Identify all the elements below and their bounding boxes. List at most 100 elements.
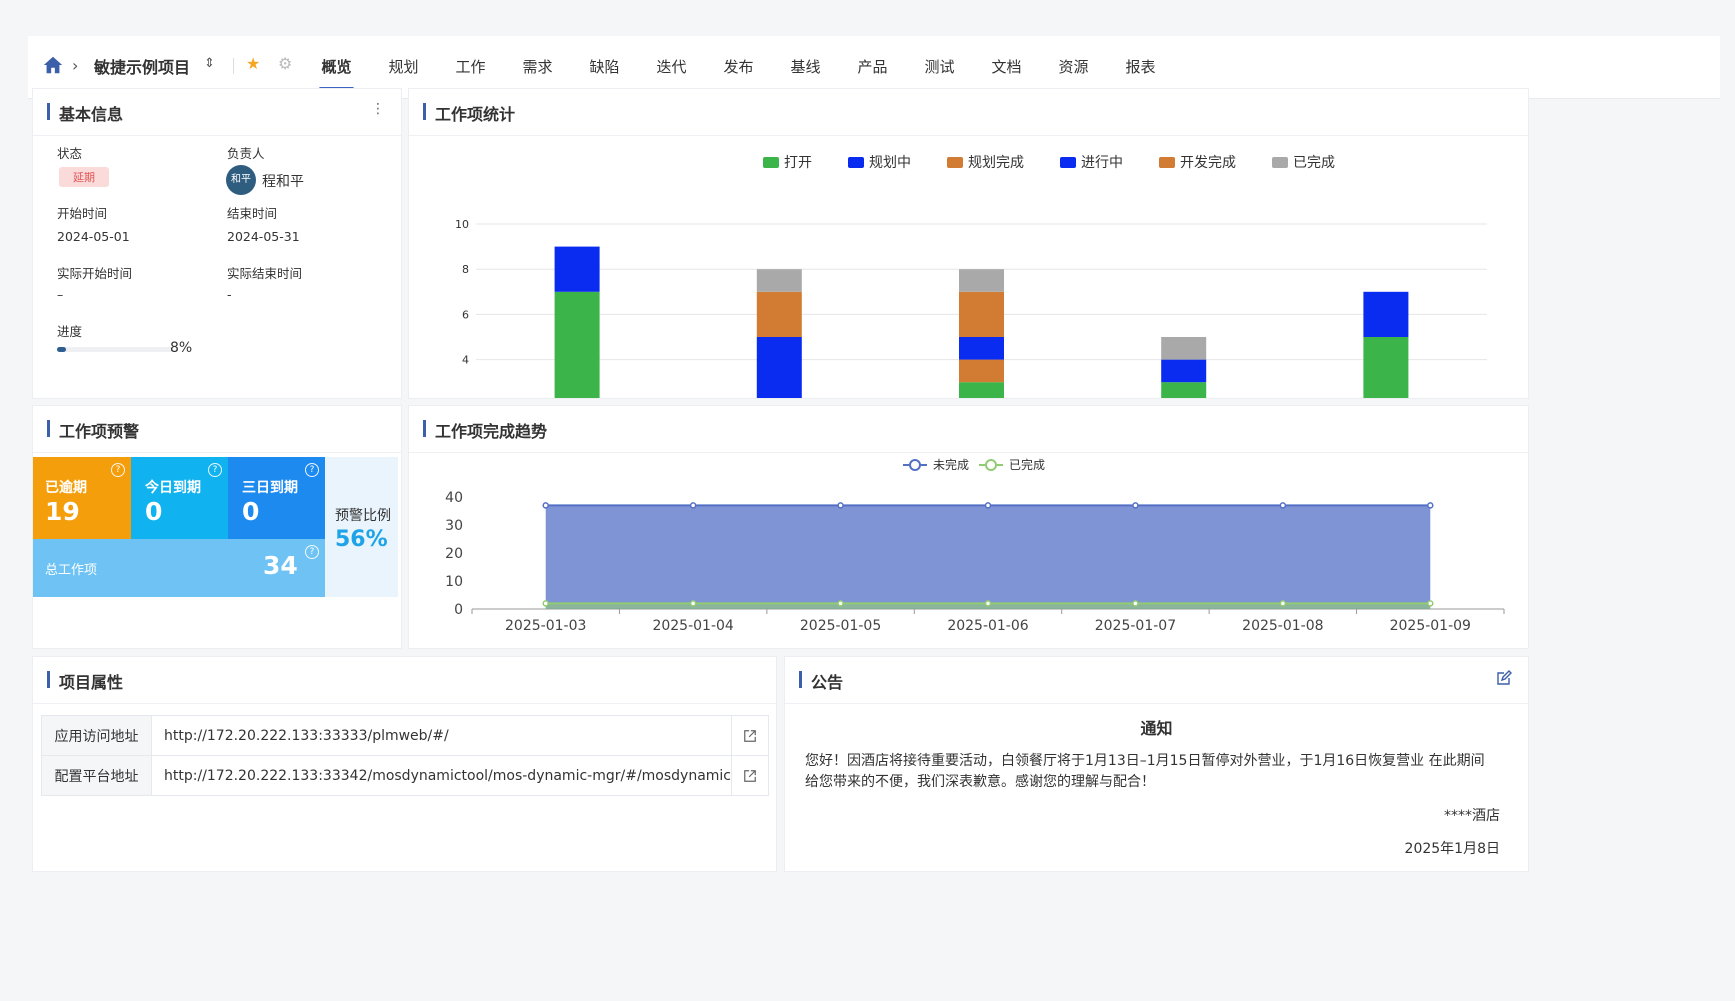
tab-11[interactable]: 资源 xyxy=(1058,58,1089,76)
legend-label: 规划完成 xyxy=(968,155,1024,171)
card-header: 工作项统计 xyxy=(409,89,1528,136)
edit-icon[interactable] xyxy=(1496,670,1512,686)
progress-bar xyxy=(57,347,173,352)
legend-item-3: 进行中 xyxy=(1060,155,1123,171)
total-workitems-tile[interactable]: 总工作项 34 ? xyxy=(33,539,325,597)
attribute-value[interactable]: http://172.20.222.133:33342/mosdynamicto… xyxy=(151,755,732,796)
tab-4[interactable]: 缺陷 xyxy=(589,58,620,76)
card-title: 工作项完成趋势 xyxy=(422,418,547,442)
tab-12[interactable]: 报表 xyxy=(1125,58,1156,76)
warning-ratio-value: 56% xyxy=(335,527,388,552)
start-time-value: 2024-05-01 xyxy=(57,229,130,244)
due-today-tile[interactable]: 今日到期 0 ? xyxy=(131,457,228,539)
legend-swatch xyxy=(848,157,864,168)
bar-3-0 xyxy=(1161,382,1207,398)
overdue-label: 已逾期 xyxy=(45,480,87,496)
legend-label: 规划中 xyxy=(869,155,911,171)
gear-icon[interactable]: ⚙ xyxy=(278,54,293,73)
total-workitems-label: 总工作项 xyxy=(45,563,98,578)
x-tick-label: 2025-01-08 xyxy=(1242,618,1323,634)
legend-swatch xyxy=(1272,157,1288,168)
bar-3-5 xyxy=(1161,337,1207,360)
end-time-value: 2024-05-31 xyxy=(227,229,300,244)
attributes-table: 应用访问地址 http://172.20.222.133:33333/plmwe… xyxy=(41,715,769,796)
legend-swatch xyxy=(763,157,779,168)
notice-card: 公告 通知 您好！因酒店将接待重要活动，白领餐厅将于1月13日–1月15日暂停对… xyxy=(784,656,1529,872)
external-link-icon[interactable] xyxy=(743,769,757,783)
due-three-days-label: 三日到期 xyxy=(242,480,298,496)
legend-marker xyxy=(909,459,921,471)
data-point-1-1 xyxy=(689,600,697,607)
attribute-key: 应用访问地址 xyxy=(41,715,152,756)
y-tick-label: 4 xyxy=(462,354,469,367)
tab-3[interactable]: 需求 xyxy=(522,58,553,76)
data-point-0-5 xyxy=(1279,502,1287,509)
tab-1[interactable]: 规划 xyxy=(388,58,419,76)
y-tick-label: 8 xyxy=(462,263,469,276)
overdue-tile[interactable]: 已逾期 19 ? xyxy=(33,457,131,539)
bar-4-0 xyxy=(1363,337,1409,398)
tab-7[interactable]: 基线 xyxy=(790,58,821,76)
data-point-0-2 xyxy=(837,502,844,509)
external-link-icon[interactable] xyxy=(743,729,757,743)
attribute-value[interactable]: http://172.20.222.133:33333/plmweb/#/ xyxy=(151,715,732,756)
notice-body: 您好！因酒店将接待重要活动，白领餐厅将于1月13日–1月15日暂停对外营业，于1… xyxy=(805,753,1485,790)
help-icon[interactable]: ? xyxy=(208,463,222,477)
bar-0-1 xyxy=(554,246,600,292)
legend-label: 打开 xyxy=(784,154,812,171)
x-tick-label: 2025-01-04 xyxy=(652,618,733,634)
y-tick-label: 40 xyxy=(445,490,463,506)
total-workitems-count: 34 xyxy=(263,551,298,580)
card-title: 项目属性 xyxy=(46,669,123,693)
star-icon[interactable]: ★ xyxy=(246,54,261,73)
chevron-right-icon: › xyxy=(72,56,79,75)
y-tick-label: 10 xyxy=(445,574,463,590)
data-point-1-4 xyxy=(1132,600,1139,607)
owner-name: 程和平 xyxy=(262,174,304,190)
legend-label: 开发完成 xyxy=(1180,155,1236,171)
owner-label: 负责人 xyxy=(227,146,265,161)
help-icon[interactable]: ? xyxy=(111,463,125,477)
actual-end-value: - xyxy=(227,287,232,302)
switch-project-icon[interactable]: ⇕ xyxy=(204,56,215,71)
y-tick-label: 0 xyxy=(454,602,463,618)
tab-5[interactable]: 迭代 xyxy=(656,58,687,76)
legend-label: 已完成 xyxy=(1293,155,1335,171)
tab-10[interactable]: 文档 xyxy=(991,58,1022,76)
legend-label: 进行中 xyxy=(1081,155,1123,171)
more-vertical-icon[interactable]: ⋮ xyxy=(371,101,385,117)
bar-1-5 xyxy=(756,269,802,292)
help-icon[interactable]: ? xyxy=(305,463,319,477)
y-tick-label: 20 xyxy=(445,546,463,562)
data-point-1-3 xyxy=(984,600,992,607)
due-today-count: 0 xyxy=(145,497,163,526)
help-icon[interactable]: ? xyxy=(305,545,319,559)
actual-start-value: – xyxy=(57,287,64,302)
legend-swatch xyxy=(947,157,963,168)
due-today-label: 今日到期 xyxy=(145,480,201,496)
x-tick-label: 2025-01-03 xyxy=(505,618,586,634)
start-time-label: 开始时间 xyxy=(57,206,108,221)
project-name[interactable]: 敏捷示例项目 xyxy=(94,58,191,77)
due-three-days-tile[interactable]: 三日到期 0 ? xyxy=(228,457,325,539)
x-tick-label: 2025-01-06 xyxy=(947,618,1028,634)
end-time-label: 结束时间 xyxy=(227,206,278,221)
notice-heading: 通知 xyxy=(1140,719,1173,738)
legend-item-0: 打开 xyxy=(763,154,812,171)
actual-end-label: 实际结束时间 xyxy=(227,266,303,281)
attribute-key: 配置平台地址 xyxy=(41,755,152,796)
legend-item-0: 未完成 xyxy=(903,457,969,472)
tab-6[interactable]: 发布 xyxy=(723,58,754,76)
card-header: 基本信息 ⋮ xyxy=(33,89,401,136)
card-title: 公告 xyxy=(798,669,843,693)
card-title: 工作项预警 xyxy=(46,418,139,442)
home-icon[interactable] xyxy=(42,54,64,76)
data-point-1-6 xyxy=(1427,600,1434,607)
completion-trend-chart: 未完成 已完成 0 10 20 30 40 2025-01-03 2025-01-04 2025-… xyxy=(445,457,1505,634)
card-header: 工作项完成趋势 xyxy=(409,406,1528,453)
data-point-1-5 xyxy=(1279,600,1287,607)
legend-label: 未完成 xyxy=(933,457,969,472)
card-header: 工作项预警 xyxy=(33,406,401,453)
tab-8[interactable]: 产品 xyxy=(857,58,888,76)
tab-9[interactable]: 测试 xyxy=(924,58,955,76)
